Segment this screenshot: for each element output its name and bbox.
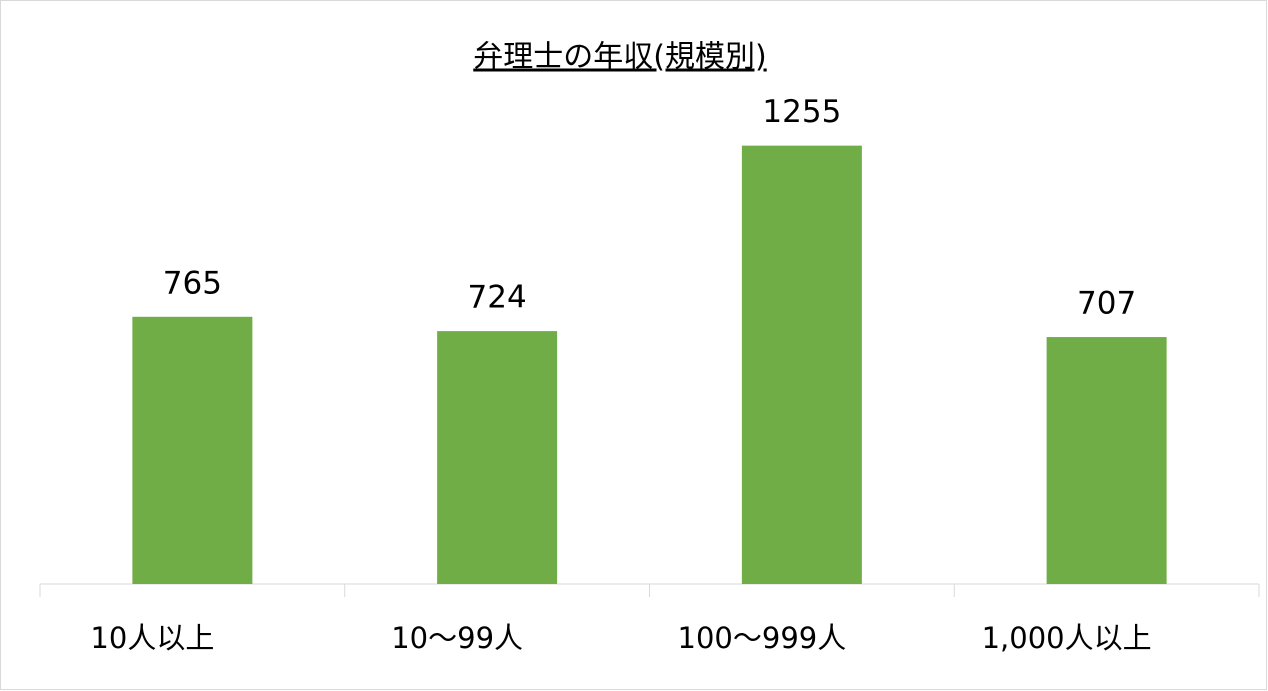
chart-title: 弁理士の年収(規模別) — [473, 40, 766, 75]
bar — [132, 316, 253, 584]
x-tick-label: 10人以上 — [90, 621, 214, 655]
bar — [437, 331, 558, 584]
value-label: 1255 — [762, 94, 841, 130]
bar — [1046, 337, 1167, 584]
x-tick-label: 1,000人以上 — [982, 621, 1152, 655]
value-label: 707 — [1077, 286, 1136, 322]
value-label: 765 — [163, 265, 222, 301]
value-label: 724 — [468, 280, 527, 316]
x-tick-label: 100〜999人 — [678, 621, 847, 655]
bar — [741, 145, 862, 584]
x-tick-label: 10〜99人 — [391, 621, 523, 655]
